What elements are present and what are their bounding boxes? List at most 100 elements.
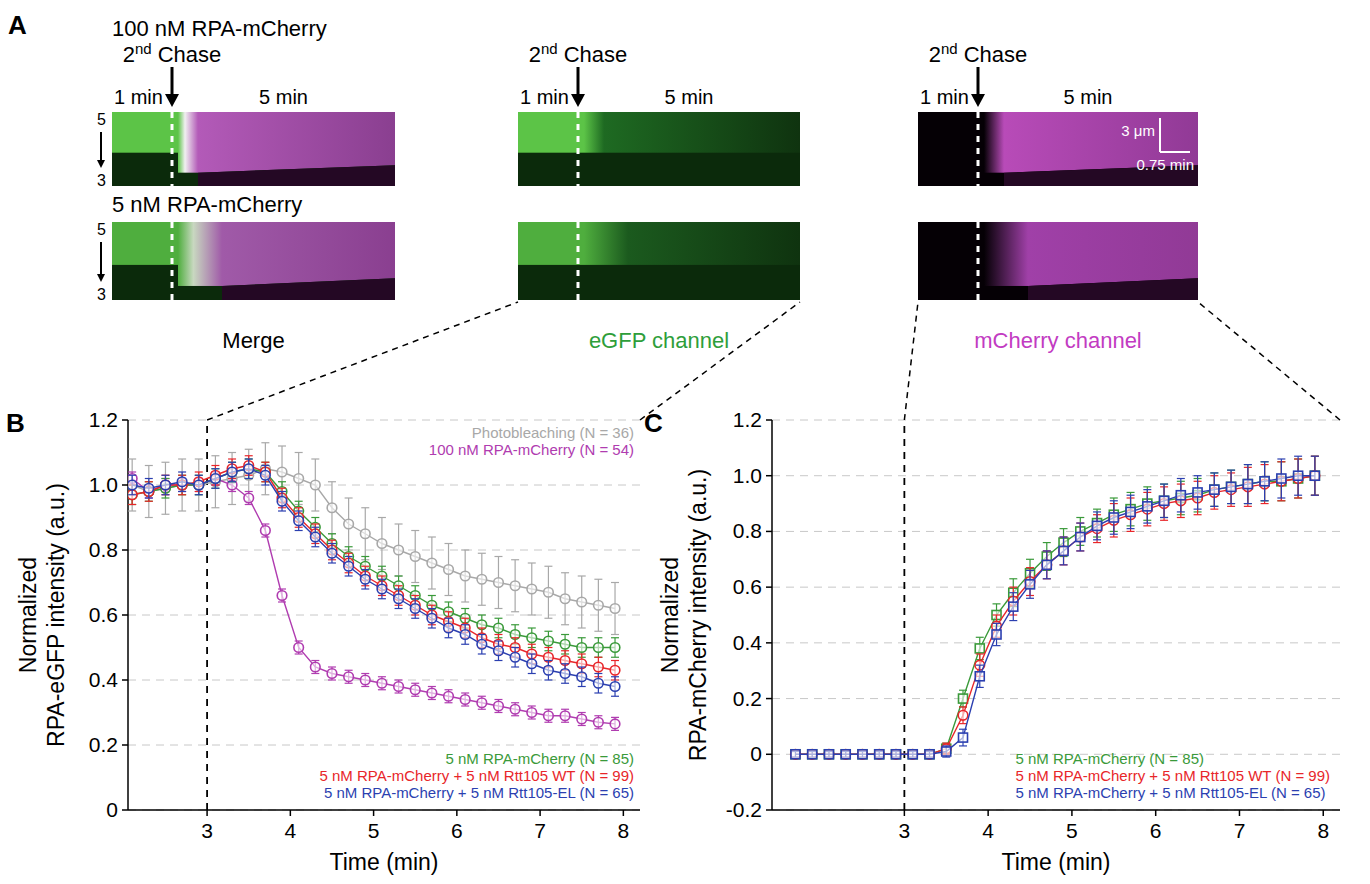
marker: [560, 656, 570, 666]
error-bar-cap: [1294, 495, 1302, 496]
grid-line: [772, 420, 1340, 421]
error-bar-cap: [395, 588, 403, 589]
marker: [807, 749, 817, 759]
error-bar-cap: [128, 494, 136, 495]
error-bar-cap: [1227, 503, 1235, 504]
chase-label: 2nd Chase: [929, 40, 1028, 68]
marker: [194, 480, 204, 490]
marker: [227, 480, 237, 490]
error-bar-cap: [611, 634, 619, 635]
error-bar-cap: [611, 676, 619, 677]
legend-entry: 5 nM RPA-mCherry + 5 nM Rtt105 WT (N = 9…: [319, 767, 634, 784]
error-bar-cap: [378, 689, 386, 690]
marker: [1093, 521, 1102, 530]
marker: [1294, 471, 1303, 480]
position-arrow: [100, 132, 102, 162]
marker: [858, 750, 867, 759]
error-bar-cap: [161, 514, 169, 515]
error-bar-cap: [1143, 486, 1151, 487]
error-bar-cap: [311, 546, 319, 547]
error-bar-cap: [428, 595, 436, 596]
legend-entry: 5 nM RPA-mCherry (N = 85): [1015, 750, 1204, 767]
marker: [875, 750, 884, 759]
marker: [1042, 560, 1052, 570]
error-bar: [594, 674, 602, 694]
marker: [427, 688, 437, 698]
marker: [410, 552, 420, 562]
error-bar-cap: [161, 475, 169, 476]
connector: [1198, 302, 1340, 420]
error-bar-cap: [378, 566, 386, 567]
marker: [577, 643, 587, 653]
error-bar: [1227, 470, 1235, 503]
error-bar: [328, 667, 336, 680]
error-bar-cap: [1093, 511, 1101, 512]
error-bar-cap: [1076, 550, 1084, 551]
error-bar: [494, 618, 502, 638]
error-bar: [195, 475, 203, 495]
marker: [277, 496, 287, 506]
error-bar: [178, 475, 186, 495]
position-label: 5: [97, 221, 106, 238]
error-bar-cap: [211, 488, 219, 489]
error-bar-cap: [1093, 542, 1101, 543]
error-bar-cap: [1076, 550, 1084, 551]
error-bar-cap: [278, 491, 286, 492]
y-axis-title: NormalizedRPA-eGFP intensity (a.u.): [15, 483, 69, 747]
error-bar-cap: [178, 491, 186, 492]
error-bar-cap: [561, 663, 569, 664]
error-bar-cap: [328, 540, 336, 541]
marker: [410, 604, 420, 614]
error-bar-cap: [245, 478, 253, 479]
error-bar-cap: [411, 696, 419, 697]
x-tick-label: 4: [982, 819, 994, 842]
error-bar-cap: [1227, 470, 1235, 471]
marker: [1076, 533, 1085, 542]
error-bar-cap: [345, 497, 353, 498]
error-bar: [993, 604, 1001, 626]
error-bar: [395, 680, 403, 693]
error-bar-cap: [478, 653, 486, 654]
marker: [344, 672, 354, 682]
marker: [959, 733, 968, 742]
error-bar-cap: [211, 465, 219, 466]
grid-line: [772, 475, 1340, 476]
error-bar-cap: [1076, 517, 1084, 518]
marker: [824, 750, 833, 759]
error-bar-cap: [1311, 495, 1319, 496]
error-bar-cap: [993, 623, 1001, 624]
error-bar-cap: [1043, 542, 1051, 543]
position-label: 3: [97, 286, 106, 303]
marker: [1227, 482, 1236, 491]
error-bar: [211, 469, 219, 489]
error-bar-cap: [611, 582, 619, 583]
error-bar-cap: [1127, 495, 1135, 496]
error-bar-cap: [1093, 509, 1101, 510]
error-bar: [195, 475, 203, 495]
y-tick-label: 1.2: [89, 408, 118, 431]
marker: [875, 750, 884, 759]
marker: [925, 750, 934, 759]
error-bar-cap: [411, 595, 419, 596]
error-bar-cap: [361, 588, 369, 589]
error-bar: [461, 550, 469, 602]
error-bar: [594, 638, 602, 658]
error-bar: [145, 479, 153, 499]
error-bar: [1043, 551, 1051, 579]
error-bar-cap: [211, 455, 219, 456]
error-bar: [1060, 537, 1068, 565]
error-bar-cap: [1194, 475, 1202, 476]
channel-label: mCherry channel: [974, 328, 1142, 353]
error-bar: [494, 557, 502, 609]
y-tick: [766, 531, 772, 533]
marker: [477, 620, 487, 630]
error-bar: [478, 635, 486, 655]
error-bar-cap: [428, 605, 436, 606]
error-bar-cap: [528, 653, 536, 654]
y-tick-label: 1.2: [733, 408, 762, 431]
error-bar-cap: [261, 484, 269, 485]
marker: [510, 652, 520, 662]
error-bar: [345, 557, 353, 577]
error-bar: [528, 563, 536, 615]
marker: [908, 750, 917, 759]
